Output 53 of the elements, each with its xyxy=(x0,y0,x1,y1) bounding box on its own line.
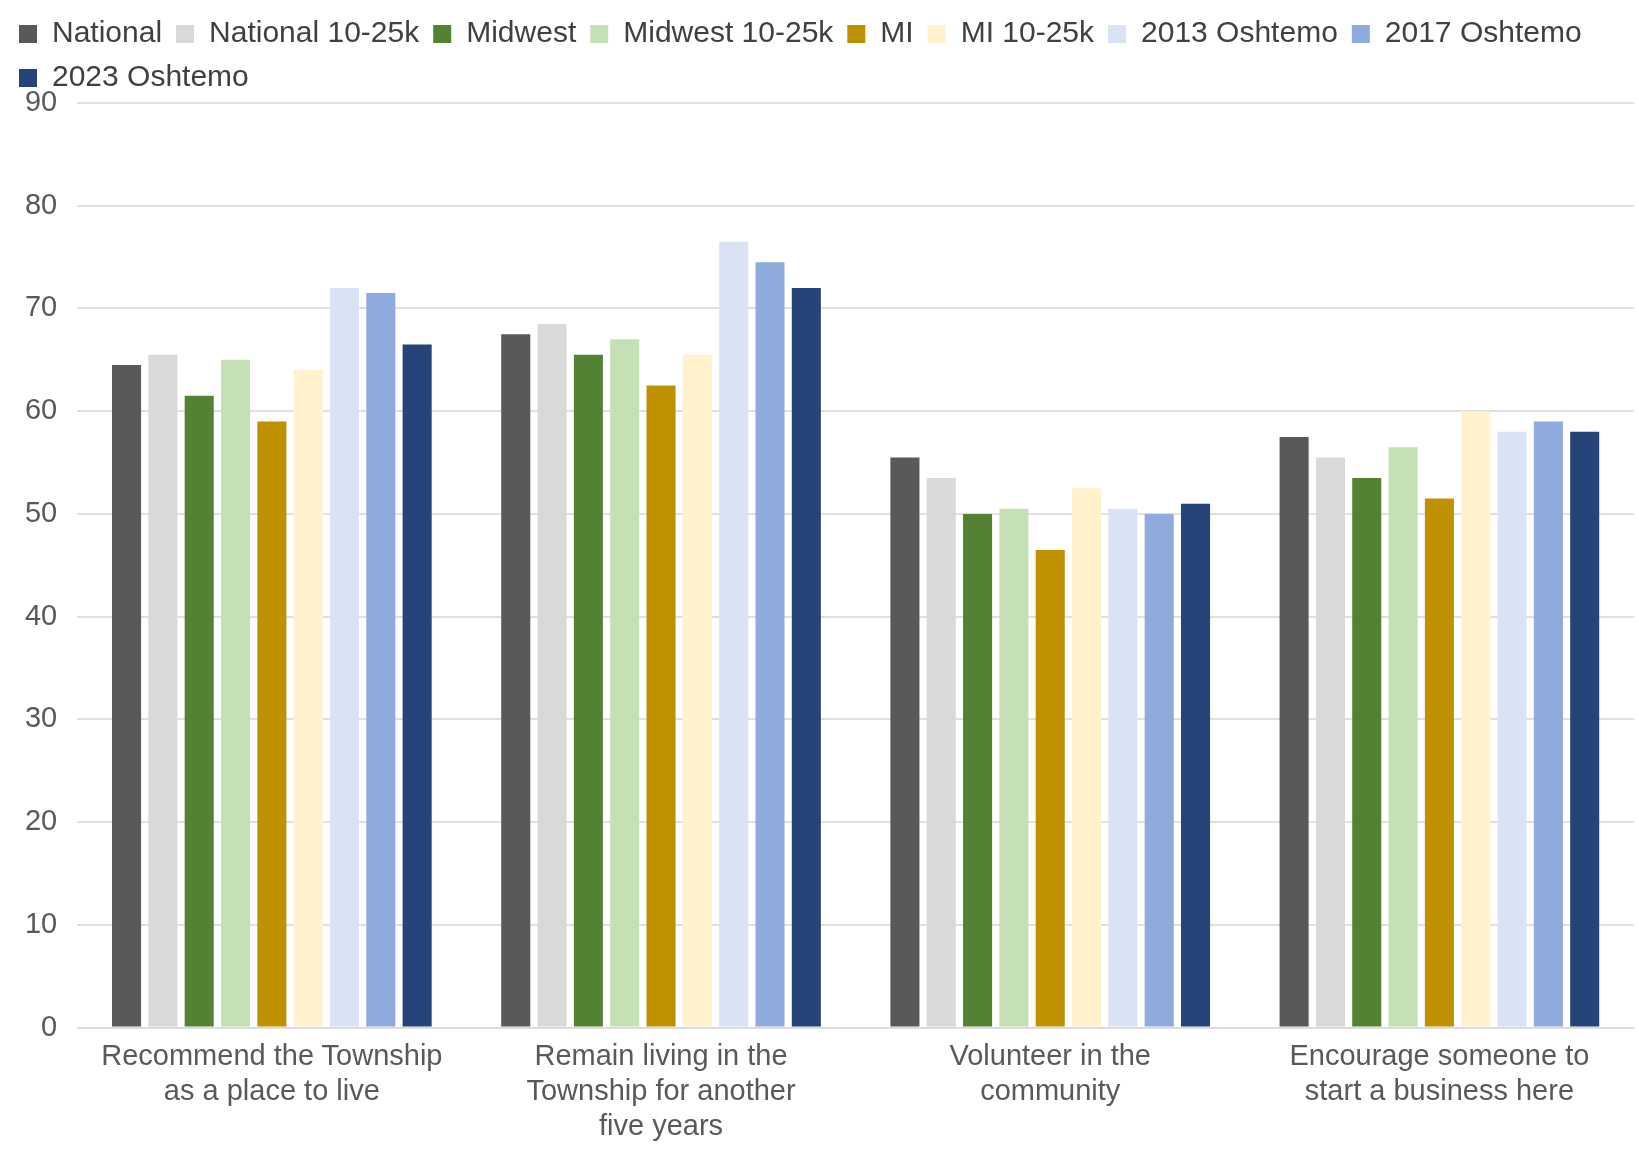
legend-label: National 10-25k xyxy=(209,15,421,49)
y-tick-label: 70 xyxy=(24,290,58,323)
bar xyxy=(366,293,396,1027)
bar xyxy=(682,354,712,1027)
bar xyxy=(1108,508,1138,1027)
x-tick-label: Remain living in the Township for another five years xyxy=(526,1039,796,1141)
bar xyxy=(755,262,785,1027)
bar xyxy=(221,359,251,1027)
bar xyxy=(329,287,360,1027)
bar xyxy=(1388,447,1418,1027)
bar xyxy=(1180,503,1211,1027)
bar xyxy=(1072,488,1102,1027)
bar xyxy=(573,354,603,1027)
y-tick-label: 40 xyxy=(24,598,58,631)
bar xyxy=(610,339,640,1027)
y-tick-label: 80 xyxy=(24,187,58,220)
legend-label: 2013 Oshtemo xyxy=(1141,15,1338,49)
x-tick-label: Volunteer in the community xyxy=(949,1039,1151,1106)
y-tick-label: 50 xyxy=(24,495,58,528)
legend-label: 2017 Oshtemo xyxy=(1384,15,1582,49)
bar xyxy=(402,344,432,1027)
bar xyxy=(999,508,1029,1027)
bar xyxy=(1424,498,1454,1027)
bar xyxy=(1570,431,1600,1027)
legend-label: MI xyxy=(880,15,914,49)
bar xyxy=(1352,477,1382,1027)
y-tick-label: 60 xyxy=(24,393,58,426)
bar xyxy=(293,370,323,1027)
bar xyxy=(890,457,920,1027)
y-tick-label: 30 xyxy=(24,701,58,734)
bar xyxy=(112,364,142,1027)
bar xyxy=(1533,421,1563,1027)
bar xyxy=(1279,436,1309,1027)
legend-label: Midwest 10-25k xyxy=(623,15,835,49)
bar xyxy=(1035,549,1065,1027)
y-tick-label: 20 xyxy=(24,804,58,837)
legend-label: Midwest xyxy=(466,15,577,49)
bar xyxy=(963,513,993,1027)
legend-label: MI 10-25k xyxy=(960,15,1096,49)
bar xyxy=(184,395,214,1027)
x-tick-label: Recommend the Township as a place to live xyxy=(101,1039,443,1106)
bar xyxy=(257,421,287,1027)
bar xyxy=(646,385,676,1027)
bar xyxy=(501,334,531,1027)
bar xyxy=(791,287,821,1027)
bar xyxy=(719,241,749,1027)
bar xyxy=(1461,411,1491,1027)
bar xyxy=(1497,431,1527,1027)
x-tick-label: Encourage someone to start a business here xyxy=(1289,1039,1590,1106)
y-tick-label: 0 xyxy=(41,1009,58,1042)
legend-label: National xyxy=(52,15,163,49)
y-tick-label: 10 xyxy=(24,906,58,939)
bar xyxy=(1144,513,1174,1027)
